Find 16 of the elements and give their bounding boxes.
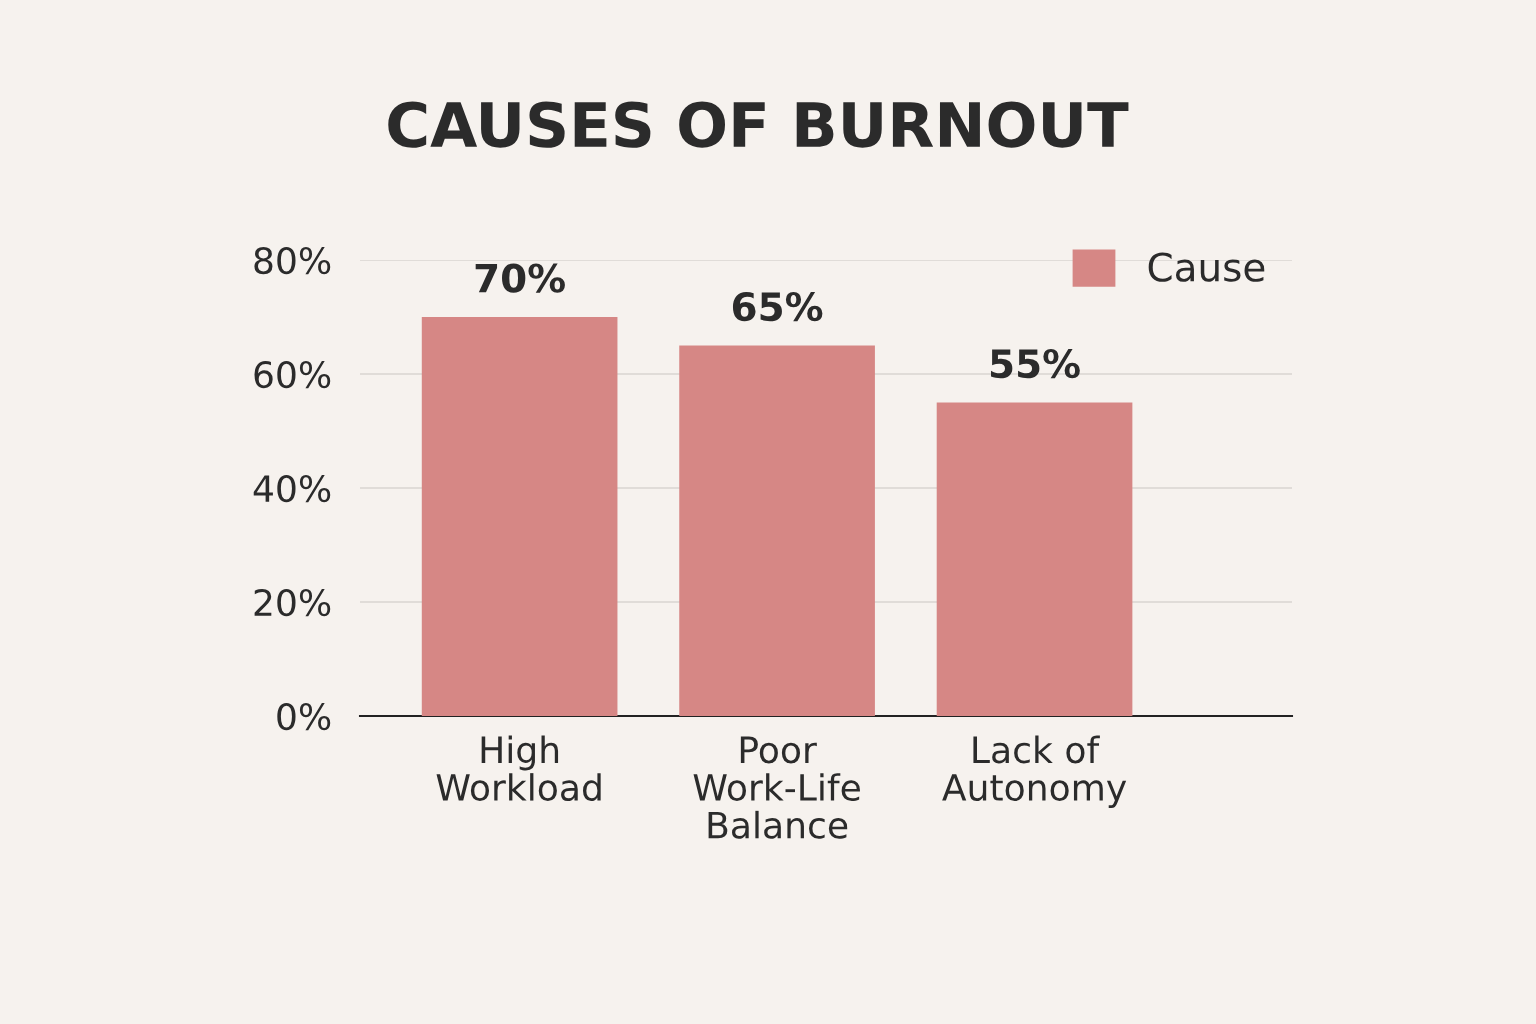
- text: 55%: [991, 348, 1080, 379]
- y-tick-label: 40%: [253, 474, 331, 503]
- y-tick-label: 80%: [254, 246, 331, 275]
- chart-title: CAUSES OF BURNOUT: [388, 101, 1129, 148]
- x-tick-label: Lack of Autonomy: [942, 735, 1127, 809]
- bar: [421, 317, 618, 716]
- bar: [679, 345, 875, 716]
- legend-label: Cause: [1148, 252, 1265, 282]
- text: 65%: [732, 291, 823, 322]
- y-tick-label: 0%: [277, 702, 331, 731]
- y-tick-label: 60%: [254, 360, 331, 389]
- x-tick-label: High Workload: [436, 735, 601, 802]
- bar: [936, 402, 1133, 716]
- y-tick-label: 20%: [254, 588, 331, 617]
- x-tick-label: Poor Work-Life Balance: [693, 736, 860, 839]
- text: 70%: [475, 263, 565, 293]
